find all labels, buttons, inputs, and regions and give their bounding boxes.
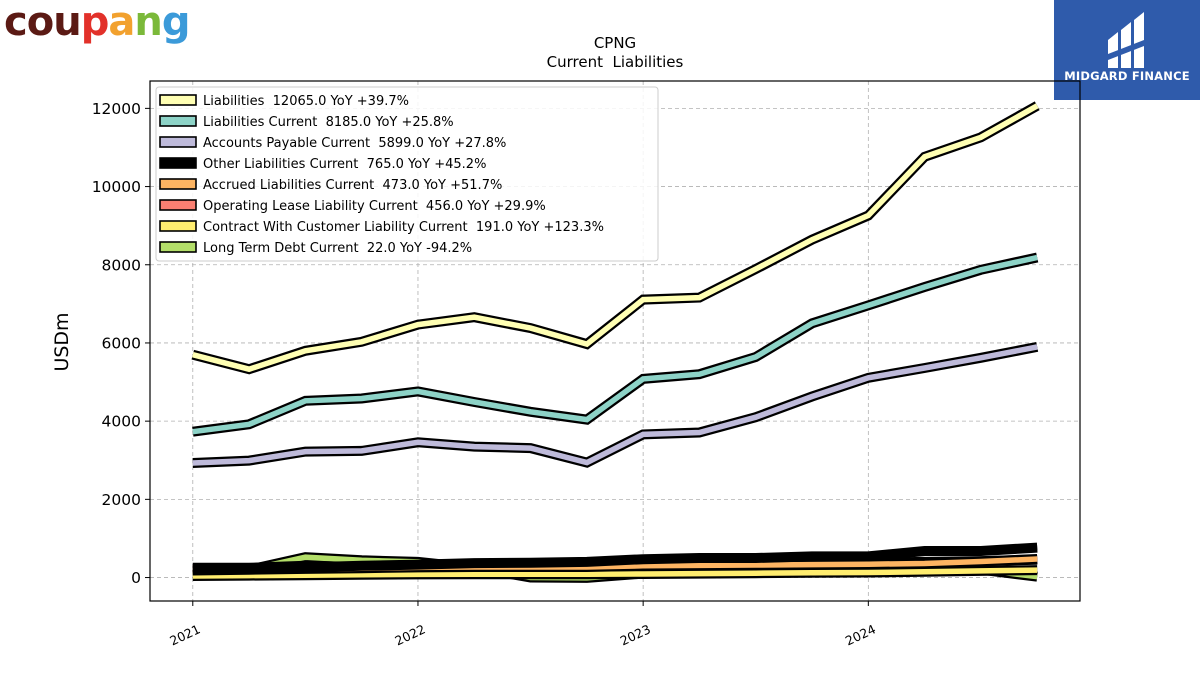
series-outline xyxy=(192,554,1038,573)
series-line xyxy=(192,552,1038,583)
legend-swatch xyxy=(159,94,197,106)
logo-letter: a xyxy=(108,0,135,45)
x-tick-label: 2023 xyxy=(618,621,653,648)
legend-label: Contract With Customer Liability Current… xyxy=(203,220,604,235)
midgard-logo-icon xyxy=(1108,12,1144,68)
x-tick-label: 2024 xyxy=(843,621,878,648)
series-fill xyxy=(192,344,1038,466)
legend-box xyxy=(155,86,659,262)
series-fill xyxy=(192,567,1038,579)
series-line xyxy=(192,554,1038,573)
series-outline xyxy=(192,542,1038,574)
legend-label: Long Term Debt Current 22.0 YoY -94.2% xyxy=(203,241,472,256)
legend-swatch xyxy=(159,199,197,211)
chart-title: CPNG xyxy=(594,34,636,52)
series-line xyxy=(192,341,1039,468)
series-layer xyxy=(191,101,1040,583)
series-fill xyxy=(192,103,1039,373)
series-outline xyxy=(191,101,1040,375)
series-outline xyxy=(192,554,1038,576)
y-tick-label: 12000 xyxy=(92,100,141,118)
y-axis-label: USDm xyxy=(51,312,73,371)
legend-label: Liabilities Current 8185.0 YoY +25.8% xyxy=(203,115,454,130)
series-fill xyxy=(192,556,1038,574)
series-outline xyxy=(192,252,1039,437)
logo-letter: n xyxy=(134,0,163,45)
y-tick-label: 0 xyxy=(131,569,141,587)
legend-swatch xyxy=(159,241,197,253)
legend-label: Other Liabilities Current 765.0 YoY +45.… xyxy=(203,157,486,172)
series-fill xyxy=(192,254,1038,435)
series-line xyxy=(191,101,1040,375)
logo-letter: o xyxy=(26,0,55,45)
legend-label: Accounts Payable Current 5899.0 YoY +27.… xyxy=(203,136,506,151)
series-line xyxy=(192,565,1038,581)
series-line xyxy=(192,554,1038,576)
chart-subtitle: Current Liabilities xyxy=(547,53,684,71)
y-tick-label: 10000 xyxy=(92,178,141,196)
logo-letter: p xyxy=(80,0,110,45)
legend-swatch xyxy=(159,220,197,232)
grid-layer xyxy=(150,81,1080,601)
logo-letter: g xyxy=(161,0,191,45)
legend-swatch xyxy=(159,157,197,169)
legend-label: Liabilities 12065.0 YoY +39.7% xyxy=(203,94,409,109)
plot-frame xyxy=(149,80,1081,602)
legend-swatch xyxy=(159,115,197,127)
series-outline xyxy=(192,565,1038,581)
series-line xyxy=(192,542,1038,574)
y-tick-label: 4000 xyxy=(102,413,141,431)
midgard-finance-badge: MIDGARD FINANCE xyxy=(1054,0,1200,100)
x-tick-label: 2022 xyxy=(392,621,427,648)
series-line xyxy=(192,252,1039,437)
y-tick-label: 8000 xyxy=(102,256,141,274)
series-fill xyxy=(192,544,1038,572)
badge-text: MIDGARD FINANCE xyxy=(1064,69,1190,83)
legend-swatch xyxy=(159,136,197,148)
series-fill xyxy=(192,556,1038,571)
legend-label: Accrued Liabilities Current 473.0 YoY +5… xyxy=(203,178,502,193)
logo-letter: c xyxy=(4,0,28,45)
legend-label: Operating Lease Liability Current 456.0 … xyxy=(203,199,546,214)
legend: Liabilities 12065.0 YoY +39.7% Liabilitie… xyxy=(155,86,659,262)
series-outline xyxy=(192,552,1038,583)
legend-swatch xyxy=(159,178,197,190)
tick-layer: 0 2000 4000 6000 8000 10000 12000 2021 2022 2023 2… xyxy=(92,100,878,649)
series-outline xyxy=(192,341,1039,468)
series-fill xyxy=(192,554,1038,581)
y-tick-label: 6000 xyxy=(102,334,141,352)
coupang-logo: coupang xyxy=(4,0,191,45)
logo-letter: u xyxy=(53,0,82,45)
y-tick-label: 2000 xyxy=(102,491,141,509)
x-tick-label: 2021 xyxy=(167,621,202,648)
